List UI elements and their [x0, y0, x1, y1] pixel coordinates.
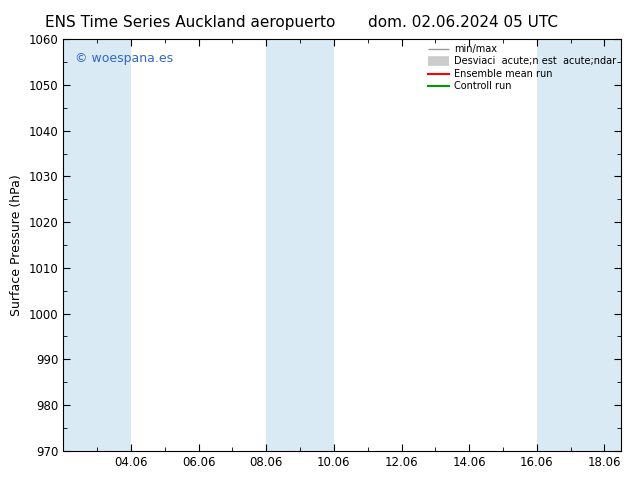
Text: ENS Time Series Auckland aeropuerto: ENS Time Series Auckland aeropuerto [45, 15, 335, 30]
Text: © woespana.es: © woespana.es [75, 51, 172, 65]
Bar [63, 39, 131, 451]
Bar [537, 39, 621, 451]
Bar [266, 39, 334, 451]
Text: dom. 02.06.2024 05 UTC: dom. 02.06.2024 05 UTC [368, 15, 558, 30]
Y-axis label: Surface Pressure (hPa): Surface Pressure (hPa) [10, 174, 23, 316]
Legend: min/max, Desviaci  acute;n est  acute;ndar, Ensemble mean run, Controll run: min/max, Desviaci acute;n est acute;ndar… [426, 42, 618, 93]
